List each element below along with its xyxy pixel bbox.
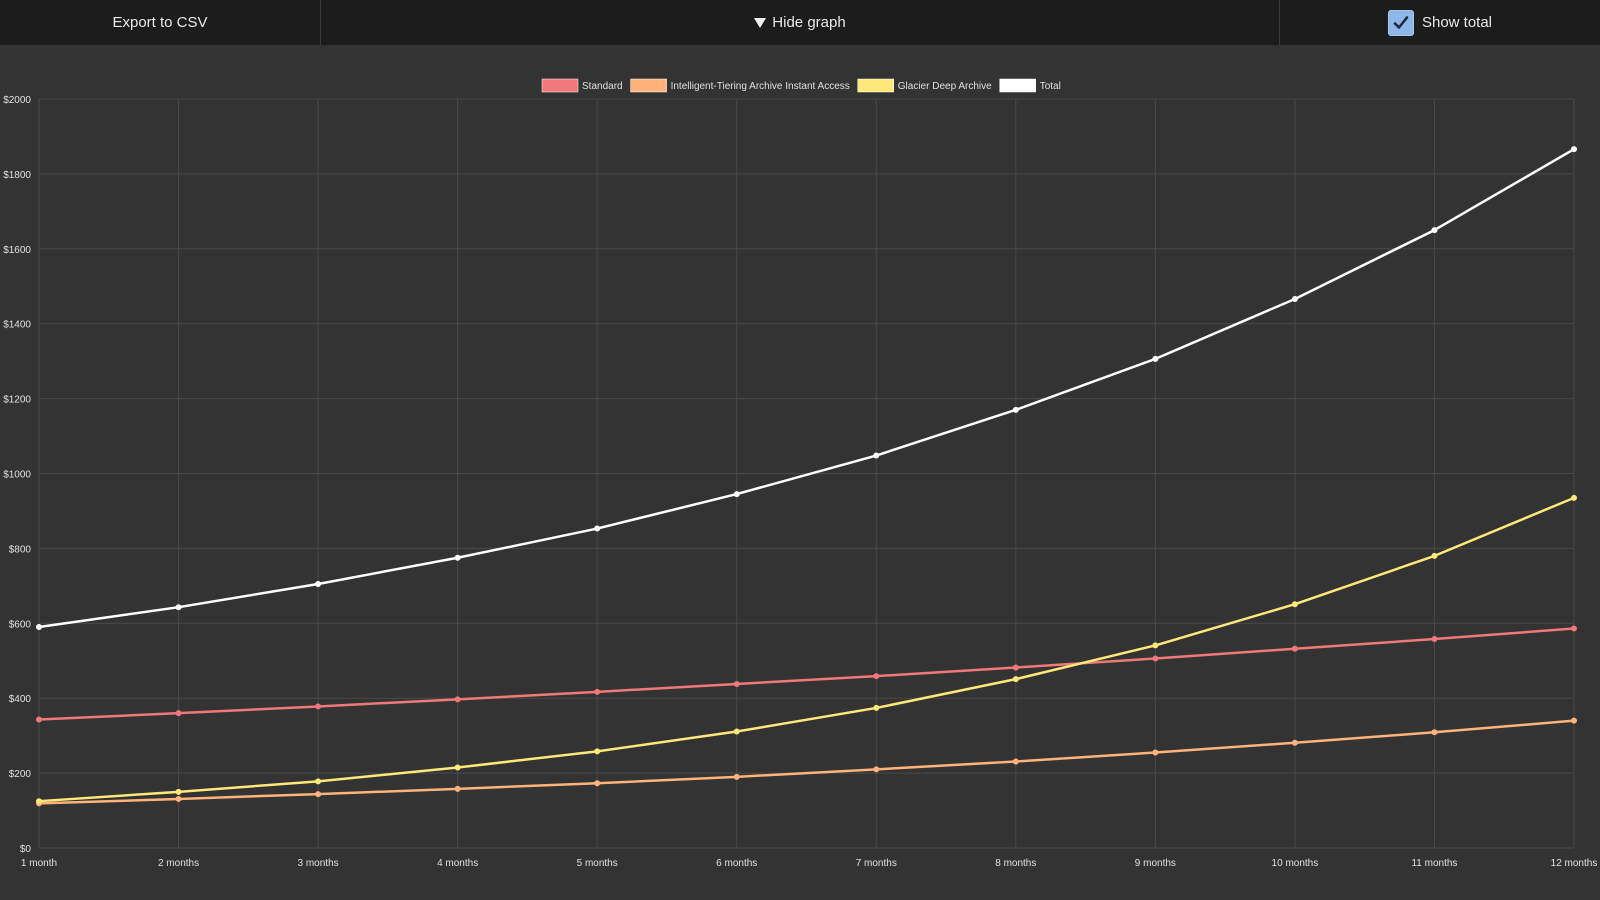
data-point [1291,295,1298,302]
data-point [594,525,601,532]
x-tick-label: 2 months [158,858,199,869]
y-tick-label: $200 [9,769,32,780]
data-point [36,798,42,805]
x-tick-label: 4 months [437,858,478,869]
data-point [873,673,880,680]
data-point [1012,406,1019,413]
data-point [1431,227,1438,234]
export-csv-button[interactable]: Export to CSV [0,0,321,45]
y-tick-label: $2000 [3,95,31,106]
x-tick-label: 6 months [716,858,757,869]
data-point [454,696,461,703]
data-point [175,710,182,717]
y-tick-label: $1000 [3,470,31,481]
data-point [873,452,880,459]
legend-label: Standard [582,81,623,92]
y-tick-label: $400 [9,694,32,705]
legend-swatch [630,78,667,93]
y-tick-label: $600 [9,619,32,630]
data-point [315,778,322,785]
y-tick-label: $1600 [3,245,31,256]
data-point [315,580,322,587]
y-tick-label: $0 [20,844,32,855]
hide-graph-button[interactable]: Hide graph [321,0,1280,45]
data-point [175,795,182,802]
x-tick-label: 8 months [995,858,1036,869]
data-point [454,785,461,792]
y-tick-label: $800 [9,544,32,555]
checkmark-icon [1393,15,1409,29]
data-point [1152,749,1159,756]
data-point [1571,494,1577,501]
data-point [454,554,461,561]
data-point [733,491,740,498]
data-point [733,773,740,780]
legend-swatch [857,78,895,93]
data-point [1012,758,1019,765]
data-point [1291,601,1298,608]
cost-chart: $0 $200 $400 $600 $800 $1000 $1200 $1400 $1600 $1… [3,78,1598,869]
y-tick-label: $1200 [3,395,31,406]
data-point [1291,739,1298,746]
series-line [38,148,1575,629]
data-point [1012,676,1019,683]
legend-label: Total [1040,81,1061,92]
data-point [1431,729,1438,736]
data-point [594,748,601,755]
data-point [36,624,42,631]
data-point [594,780,601,787]
x-tick-label: 10 months [1272,858,1319,869]
data-point [1571,146,1577,153]
data-point [175,604,182,611]
legend-label: Intelligent-Tiering Archive Instant Acce… [671,81,850,92]
data-point [1291,645,1298,652]
data-point [1012,664,1019,671]
legend-swatch [541,78,579,93]
data-point [175,788,182,795]
y-tick-label: $1800 [3,170,31,181]
x-tick-label: 1 month [21,858,57,869]
triangle-down-icon [754,17,767,28]
show-total-checkbox[interactable] [1387,9,1414,36]
x-tick-label: 5 months [577,858,618,869]
show-total-toggle[interactable]: Show total [1280,0,1600,45]
x-tick-label: 3 months [298,858,339,869]
hide-graph-label: Hide graph [772,14,846,31]
series-line [38,627,1575,721]
data-point [594,688,601,695]
x-tick-label: 7 months [856,858,897,869]
data-point [1152,355,1159,362]
legend-label: Glacier Deep Archive [898,81,992,92]
toolbar: Export to CSV Hide graph Show total [0,0,1600,45]
y-tick-label: $1400 [3,320,31,331]
data-point [873,704,880,711]
data-point [1431,552,1438,559]
export-csv-label: Export to CSV [112,14,208,31]
data-point [733,728,740,735]
data-point [454,764,461,771]
data-point [1571,717,1577,724]
data-point [315,703,322,710]
data-point [873,766,880,773]
data-point [1571,625,1577,632]
data-point [1431,636,1438,643]
data-point [315,791,322,798]
x-tick-label: 12 months [1551,858,1598,869]
x-tick-label: 11 months [1411,858,1457,869]
x-tick-label: 9 months [1135,858,1176,869]
data-point [1152,642,1159,649]
data-point [36,716,42,723]
legend-swatch [999,78,1036,93]
data-point [1152,655,1159,662]
show-total-label: Show total [1421,14,1493,31]
series-line [38,496,1575,803]
data-point [733,680,740,687]
series-line [38,719,1575,805]
